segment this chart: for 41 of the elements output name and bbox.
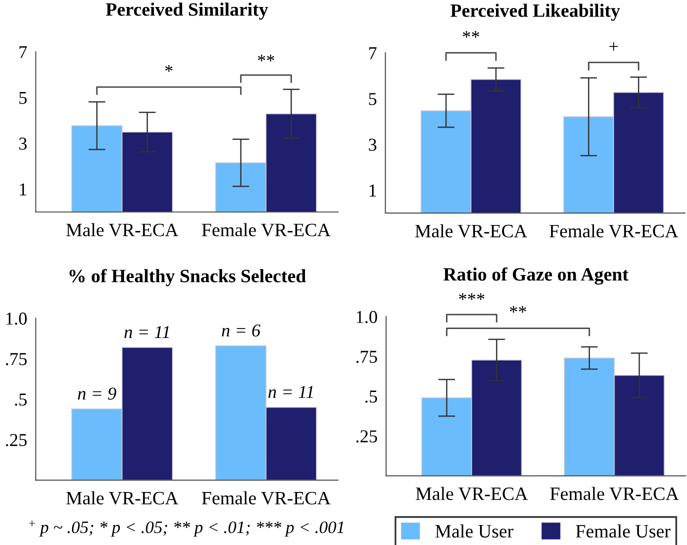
annotation: **: [258, 54, 274, 62]
text: **: [462, 30, 480, 38]
text: +: [609, 42, 618, 51]
annotation: n = 6: [222, 324, 260, 337]
y-tick-label: 5: [19, 92, 27, 104]
x-tick-label: Female VR-ECA: [549, 224, 678, 238]
x-tick-label: Male VR-ECA: [66, 223, 178, 236]
y-tick-label: 1.0: [356, 310, 378, 324]
y-tick-label: 1: [20, 183, 26, 196]
chart-title: Perceived Likeability: [450, 4, 620, 21]
chart-title: Ratio of Gaze on Agent: [443, 267, 628, 285]
legend-label: Female User: [576, 524, 670, 538]
annotation: *: [165, 65, 173, 72]
y-tick-label: .25: [6, 434, 27, 446]
legend-label: Male User: [435, 524, 514, 538]
x-tick-label: Female VR-ECA: [550, 486, 679, 500]
y-tick-label: 1: [370, 184, 376, 196]
chart-title: Perceived Similarity: [106, 2, 268, 20]
y-tick-label: .75: [6, 353, 27, 366]
y-tick-label: .5: [15, 394, 27, 406]
text: $^{+}$ p ~ .05; * p < .05; ** p < .01; *** p < .001: [29, 520, 344, 537]
chart-title: % of Healthy Snacks Selected: [70, 268, 306, 286]
x-tick-label: Female VR-ECA: [202, 223, 331, 236]
x-tick-label: Male VR-ECA: [415, 224, 528, 238]
y-tick-label: 5: [369, 93, 376, 106]
y-tick-label: 7: [369, 47, 377, 60]
y-tick-label: 3: [368, 138, 376, 151]
y-tick-label: .25: [356, 430, 378, 443]
y-tick-label: 3: [19, 138, 27, 150]
y-tick-label: .5: [365, 390, 378, 403]
x-tick-label: Male VR-ECA: [66, 491, 178, 505]
x-tick-label: Female VR-ECA: [202, 491, 331, 505]
text: ***: [459, 293, 484, 300]
x-tick-label: Male VR-ECA: [416, 486, 528, 500]
text: **: [510, 306, 526, 313]
y-tick-label: 1.0: [6, 312, 27, 325]
annotation: n = 9: [78, 388, 116, 400]
annotation: n = 11: [268, 386, 313, 398]
annotation: n = 11: [124, 326, 169, 338]
y-tick-label: .75: [356, 350, 378, 363]
y-tick-label: 7: [20, 46, 27, 58]
